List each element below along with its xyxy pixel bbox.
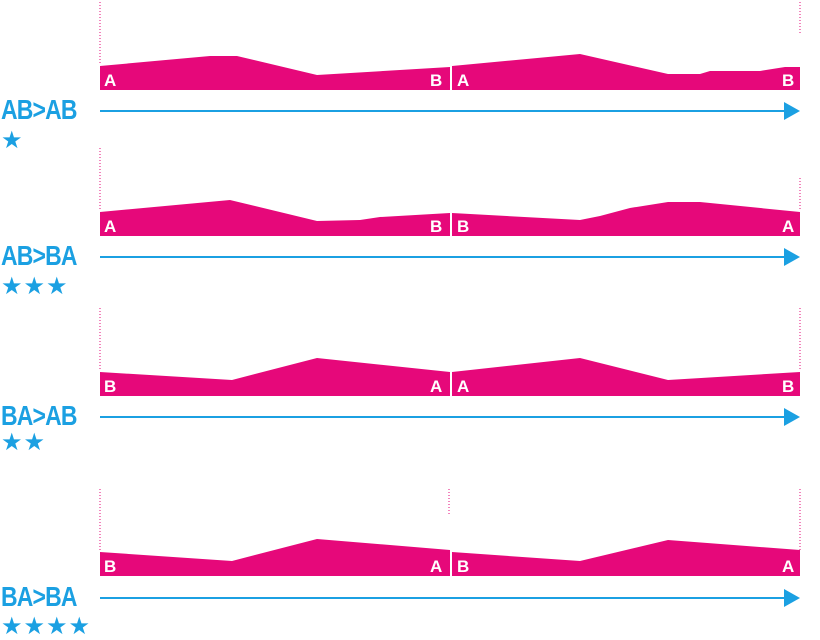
point-label-mid-left: B [430, 71, 442, 90]
point-label-mid-left: A [430, 377, 442, 396]
point-label-start: A [104, 71, 116, 90]
star-rating: ★ [1, 126, 24, 154]
point-label-mid-left: A [430, 557, 442, 576]
point-label-mid-right: B [457, 557, 469, 576]
elevation-profile: A B B A [99, 148, 801, 236]
profile-area-left [100, 56, 450, 90]
route-label: AB>AB [1, 94, 77, 125]
star-rating: ★★★ [1, 272, 69, 300]
profile-area-left [100, 539, 450, 576]
point-label-mid-right: A [457, 377, 469, 396]
profile-area-right [452, 358, 800, 396]
point-label-mid-right: A [457, 71, 469, 90]
route-row-ab-ab: A B A B AB>AB ★ [0, 0, 820, 158]
point-label-end: B [782, 377, 794, 396]
profile-area-right [452, 540, 800, 576]
point-label-mid-left: B [430, 217, 442, 236]
point-label-start: A [104, 217, 116, 236]
route-label: BA>AB [1, 400, 77, 431]
right-arrow-icon [100, 408, 800, 426]
profile-area-right [452, 54, 800, 90]
route-row-ba-ab: B A A B BA>AB ★★ [0, 306, 820, 464]
route-label: AB>BA [1, 240, 77, 271]
point-label-end: B [782, 71, 794, 90]
point-label-end: A [782, 557, 794, 576]
point-label-start: B [104, 557, 116, 576]
elevation-profile: A B A B [99, 2, 801, 90]
point-label-start: B [104, 377, 116, 396]
right-arrow-icon [100, 102, 800, 120]
point-label-mid-right: B [457, 217, 469, 236]
elevation-profile: B A A B [99, 308, 801, 396]
route-row-ab-ba: A B B A AB>BA ★★★ [0, 146, 820, 304]
route-label: BA>BA [1, 581, 77, 612]
profile-area-left [100, 200, 450, 236]
right-arrow-icon [100, 589, 800, 607]
profile-area-right [452, 202, 800, 236]
profile-area-left [100, 358, 450, 396]
elevation-profile: B A B A [99, 489, 801, 576]
star-rating: ★★ [1, 428, 47, 456]
star-rating: ★★★★ [1, 612, 92, 640]
point-label-end: A [782, 217, 794, 236]
route-row-ba-ba: B A B A BA>BA ★★★★ [0, 487, 820, 640]
right-arrow-icon [100, 248, 800, 266]
